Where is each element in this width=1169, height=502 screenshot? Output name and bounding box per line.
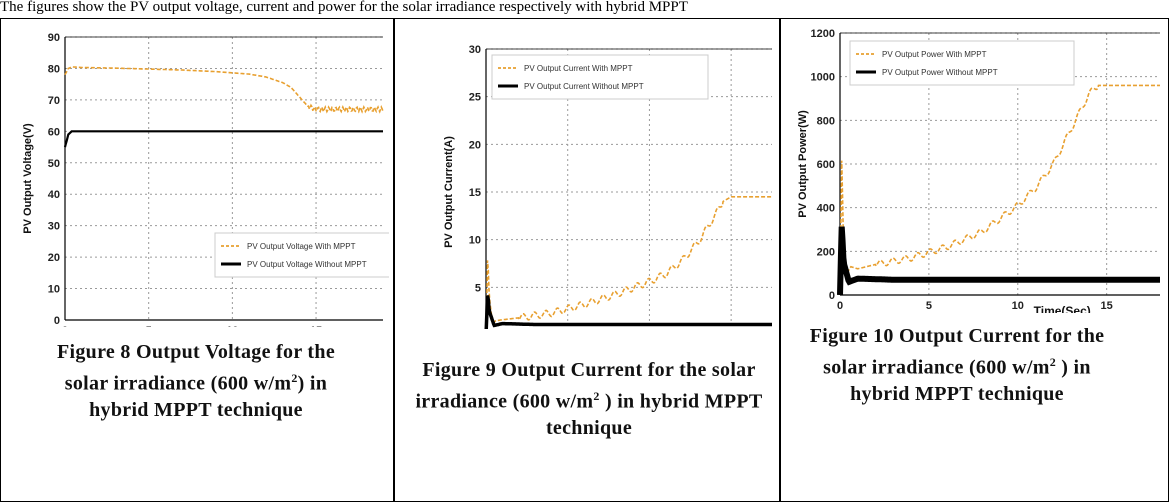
chart1-y-tick-label: 60 [48, 126, 60, 138]
chart1-y-tick-label: 10 [48, 284, 60, 296]
figure-cell-1: 0102030405060708090051015Time(Sec)PV Out… [0, 18, 395, 502]
chart3-series-2-line [837, 226, 1160, 296]
chart1-y-tick-label: 40 [48, 189, 60, 201]
chart3-legend-label: PV Output Power With MPPT [882, 50, 987, 59]
chart3-y-tick-label: 0 [829, 290, 835, 302]
chart2-y-tick-label: 15 [469, 187, 481, 199]
intro-text: The figures show the PV output voltage, … [0, 0, 688, 15]
chart1-y-tick-label: 0 [54, 315, 60, 327]
chart2-legend-label: PV Output Current With MPPT [524, 64, 633, 73]
figure-cell-2: 051015202530051015Time (Sec)PV Output Cu… [393, 18, 781, 502]
power-chart: 0 200 400 600 800 1000 1200 0 5 10 15 Time(Sec) PV O… [797, 28, 1160, 313]
chart1-plot-area [65, 37, 383, 320]
chart3-x-axis-label: Time(Sec) [1034, 304, 1091, 313]
chart2-y-axis-label: PV Output Current(A) [443, 136, 455, 248]
chart3-x-tick-label: 15 [1101, 300, 1113, 312]
chart3-y-axis-label: PV Output Power(W) [797, 110, 809, 218]
chart1-y-tick-label: 80 [48, 63, 60, 75]
chart1-y-tick-label: 90 [48, 32, 60, 44]
chart3-legend-box [849, 40, 1075, 86]
chart3-y-tick-label: 200 [817, 246, 835, 258]
chart3-legend-label: PV Output Power Without MPPT [882, 68, 998, 77]
chart1-y-tick-label: 70 [48, 95, 60, 107]
chart2-y-tick-label: 30 [469, 44, 481, 56]
chart1-legend-box [214, 232, 389, 278]
chart1-y-tick-label: 50 [48, 158, 60, 170]
chart1-legend-label: PV Output Voltage With MPPT [247, 242, 356, 251]
figure-8-caption: Figure 8 Output Voltage for the solar ir… [56, 341, 335, 421]
chart1-series-2-line [63, 130, 383, 148]
chart1-y-tick-label: 30 [48, 221, 60, 233]
chart3-y-tick-label: 800 [817, 115, 835, 127]
chart1-y-axis-label: PV Output Voltage(V) [22, 123, 34, 234]
chart3-y-tick-label: 400 [817, 203, 835, 215]
chart3-y-tick-label: 1200 [811, 28, 835, 40]
figure-cell-3: 0 200 400 600 800 1000 1200 0 5 10 15 Time(Sec) PV O… [779, 18, 1169, 502]
voltage-chart: 0102030405060708090051015Time(Sec)PV Out… [22, 32, 389, 327]
chart1-legend-label: PV Output Voltage Without MPPT [247, 260, 367, 269]
chart2-y-tick-label: 5 [475, 282, 481, 294]
figure-9-caption: Figure 9 Output Current for the solar ir… [415, 359, 763, 439]
chart3-series-1-line [839, 84, 1160, 296]
chart2-legend-box [491, 54, 709, 100]
chart1-y-tick-label: 20 [48, 252, 60, 264]
chart3-y-tick-label: 1000 [811, 72, 835, 84]
chart1-x-tick-label: 5 [146, 325, 152, 327]
chart1-series-1-line [64, 66, 384, 114]
chart1-x-tick-label: 15 [310, 325, 322, 327]
chart3-x-tick-label: 0 [837, 300, 843, 312]
chart2-legend-label: PV Output Current Without MPPT [524, 82, 644, 91]
chart3-x-tick-label: 10 [1012, 300, 1024, 312]
chart2-y-tick-label: 25 [469, 92, 481, 104]
chart2-y-tick-label: 20 [469, 139, 481, 151]
chart1-x-tick-label: 10 [226, 325, 238, 327]
chart3-y-tick-label: 600 [817, 159, 835, 171]
chart2-series-2-line [484, 295, 772, 329]
chart2-y-tick-label: 10 [469, 235, 481, 247]
current-chart: 051015202530051015Time (Sec)PV Output Cu… [443, 44, 772, 329]
chart1-x-tick-label: 0 [62, 325, 68, 327]
chart3-x-tick-label: 5 [926, 300, 932, 312]
figure-table: 0102030405060708090051015Time(Sec)PV Out… [0, 18, 1169, 502]
figure-10-caption: Figure 10 Output Current for the solar i… [809, 325, 1105, 405]
